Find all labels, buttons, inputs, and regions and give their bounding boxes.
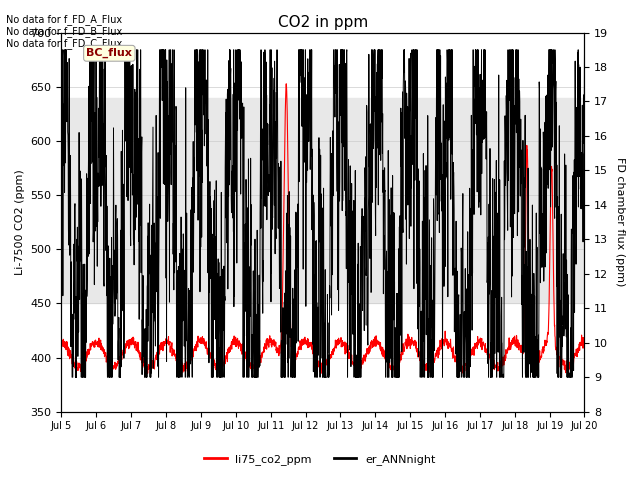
Text: No data for f_FD_A_Flux: No data for f_FD_A_Flux	[6, 13, 122, 24]
Legend: li75_co2_ppm, er_ANNnight: li75_co2_ppm, er_ANNnight	[200, 450, 440, 469]
Title: CO2 in ppm: CO2 in ppm	[278, 15, 368, 30]
Text: BC_flux: BC_flux	[86, 48, 132, 59]
Text: No data for f_FD_B_Flux: No data for f_FD_B_Flux	[6, 25, 123, 36]
Text: No data for f_FD_C_Flux: No data for f_FD_C_Flux	[6, 37, 123, 48]
Y-axis label: FD chamber flux (ppm): FD chamber flux (ppm)	[615, 157, 625, 287]
Y-axis label: Li-7500 CO2 (ppm): Li-7500 CO2 (ppm)	[15, 169, 25, 275]
Bar	[61, 97, 584, 303]
